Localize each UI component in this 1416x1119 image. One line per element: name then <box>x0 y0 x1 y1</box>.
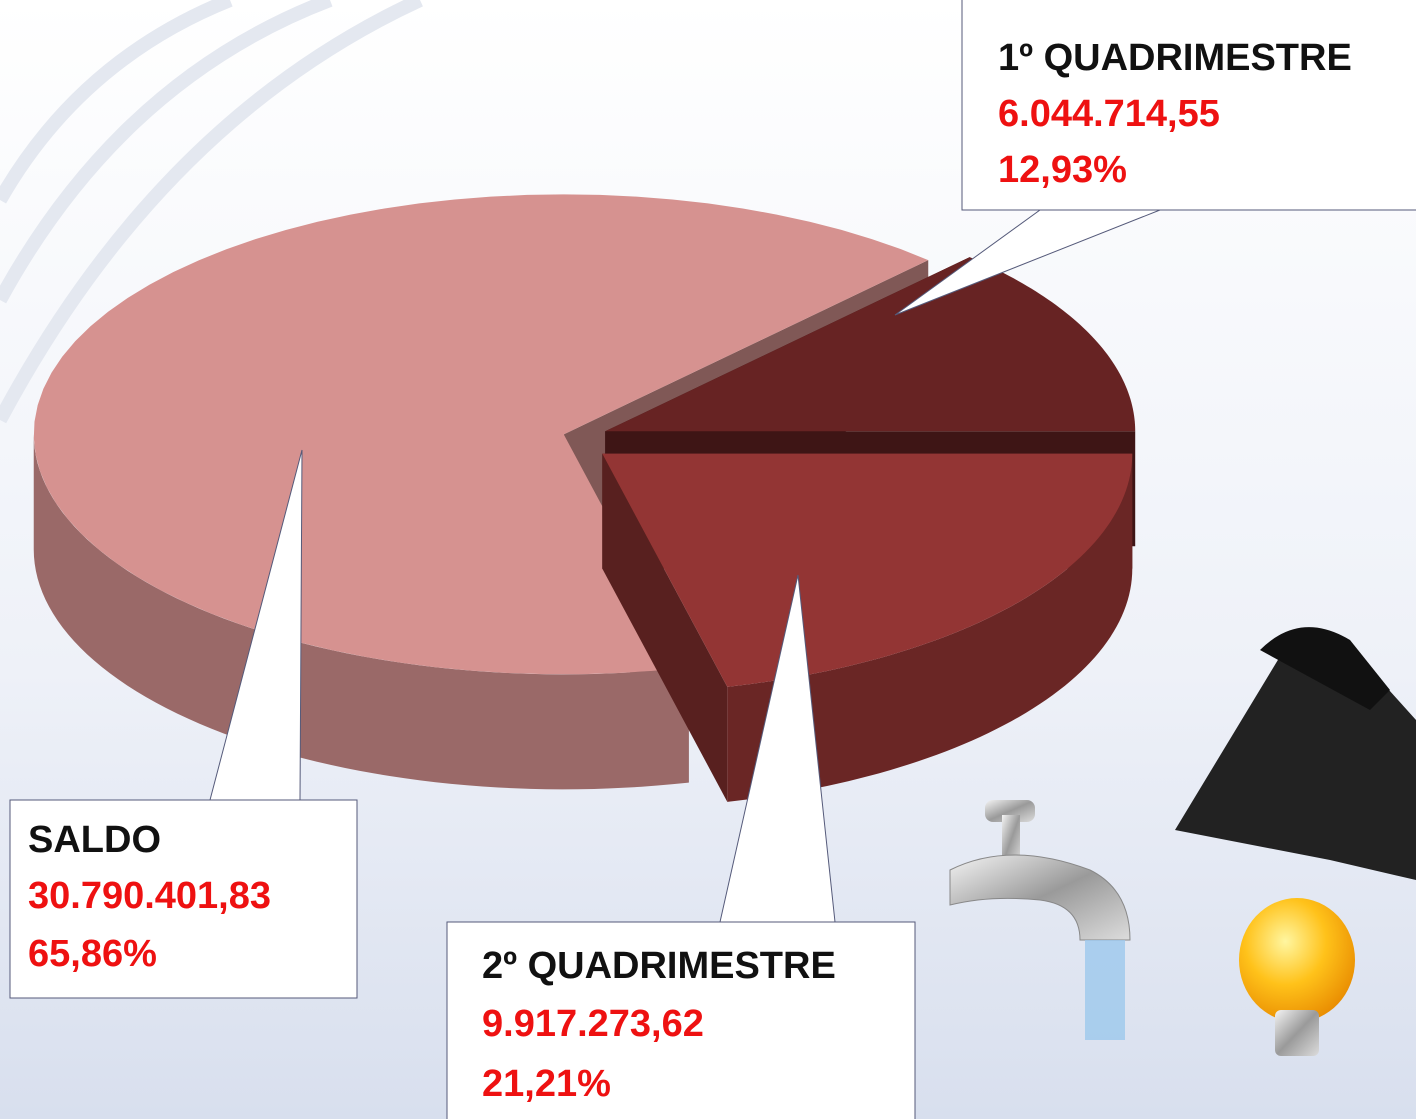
slice <box>33 194 929 675</box>
category-label: SALDO <box>28 819 161 861</box>
category-label: 2º QUADRIMESTRE <box>482 945 836 987</box>
amount-label: 9.917.273,62 <box>482 1003 704 1045</box>
bulb-icon <box>1239 898 1355 1056</box>
percent-label: 21,21% <box>482 1063 611 1105</box>
percent-label: 65,86% <box>28 933 157 975</box>
callout-box <box>446 921 916 1119</box>
callout-box <box>9 799 358 999</box>
amount-label: 30.790.401,83 <box>28 875 271 917</box>
pie <box>33 194 1136 802</box>
percent-label: 12,93% <box>998 149 1127 191</box>
amount-label: 6.044.714,55 <box>998 93 1220 135</box>
callout-box <box>961 0 1416 211</box>
slice-side <box>727 453 1133 802</box>
slice <box>602 453 1133 687</box>
background-swirl <box>0 0 423 424</box>
category-label: 1º QUADRIMESTRE <box>998 37 1352 79</box>
phone-icon <box>1175 627 1416 880</box>
slice <box>605 257 1136 432</box>
slice-side <box>33 434 689 790</box>
slice-wall <box>602 453 728 802</box>
faucet-icon <box>949 800 1131 1040</box>
